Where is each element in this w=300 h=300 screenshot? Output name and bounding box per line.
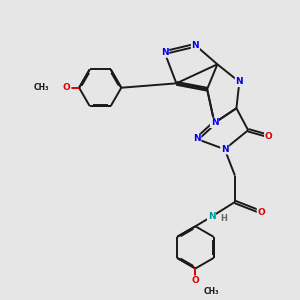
Text: O: O	[265, 132, 272, 141]
Text: CH₃: CH₃	[204, 287, 219, 296]
Text: O: O	[63, 83, 71, 92]
Text: N: N	[221, 145, 229, 154]
Text: N: N	[236, 77, 243, 86]
Text: CH₃: CH₃	[34, 82, 49, 91]
Text: N: N	[193, 134, 201, 143]
Text: N: N	[208, 212, 215, 221]
Text: N: N	[192, 41, 199, 50]
Text: N: N	[161, 48, 169, 57]
Text: O: O	[257, 208, 265, 217]
Text: O: O	[191, 276, 199, 285]
Text: N: N	[211, 118, 218, 127]
Text: H: H	[220, 214, 227, 224]
